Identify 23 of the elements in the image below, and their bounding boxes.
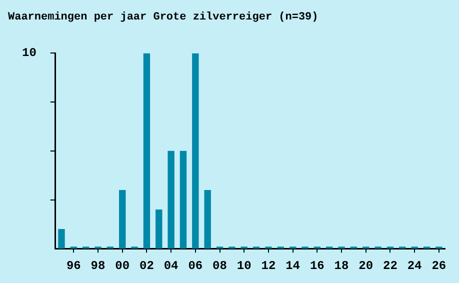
x-tick-label: 20 [358, 258, 374, 273]
bar [204, 190, 211, 249]
bar [119, 190, 126, 249]
x-tick-label: 02 [140, 258, 154, 273]
x-tick-label: 26 [432, 258, 446, 273]
bar [192, 53, 199, 249]
x-tick-label: 00 [115, 258, 130, 273]
x-tick-label: 22 [383, 258, 398, 273]
x-tick-label: 18 [334, 258, 349, 273]
x-tick-label: 24 [407, 258, 422, 273]
bar [168, 150, 174, 249]
chart-title: Waarnemingen per jaar Grote zilverreiger (n=39) [8, 11, 318, 24]
x-tick-label: 14 [286, 258, 300, 273]
x-tick-label: 10 [236, 258, 252, 273]
x-tick-label: 06 [188, 258, 203, 273]
x-tick-label: 08 [212, 258, 227, 273]
x-tick-label: 98 [90, 258, 106, 273]
bar [143, 53, 150, 249]
x-tick-label: 04 [164, 258, 178, 273]
bar [180, 150, 187, 249]
x-tick-label: 96 [66, 258, 81, 273]
x-tick-label: 16 [310, 258, 324, 273]
x-tick-label: 12 [261, 258, 276, 273]
